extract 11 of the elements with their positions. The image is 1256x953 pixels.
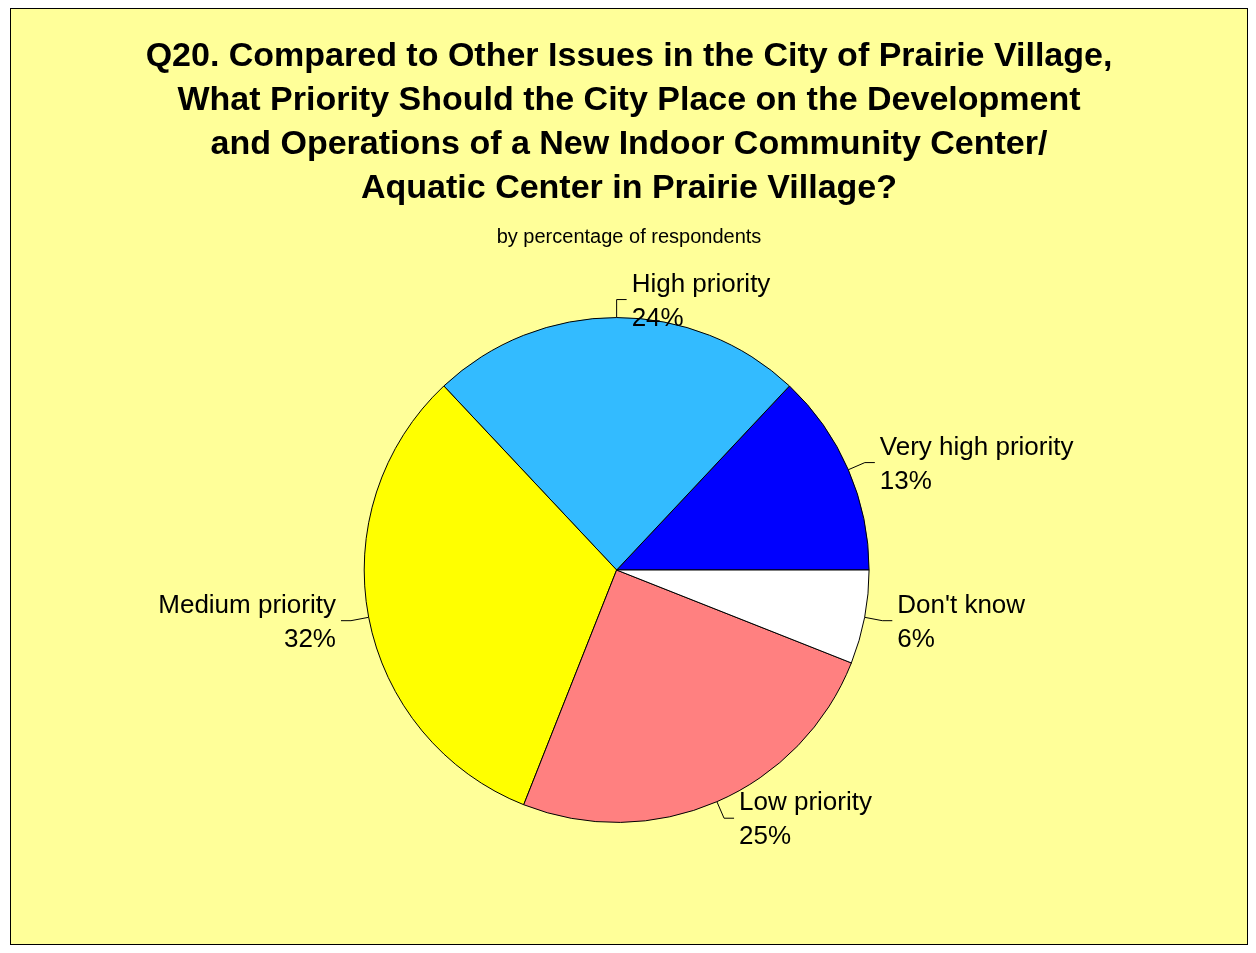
data-label: 6% <box>897 622 935 653</box>
data-label: 32% <box>283 622 336 653</box>
slice-label: Low priority <box>739 786 872 817</box>
slice-label: High priority <box>631 267 771 298</box>
chart-title: Q20. Compared to Other Issues in the City of Prairie Village, What Priority Should the City Place on the Development and Operations of a New Indoor Community Center/ Aquatic Center in Prairie Village? <box>145 35 1113 205</box>
chart-subtitle: by percentage of respondents <box>496 225 762 247</box>
data-label: 13% <box>879 464 932 495</box>
slice-label: Medium priority <box>158 588 336 619</box>
slice-label: Don't know <box>897 588 1026 619</box>
data-label: 25% <box>739 820 792 851</box>
slice-label: Very high priority <box>879 430 1074 461</box>
